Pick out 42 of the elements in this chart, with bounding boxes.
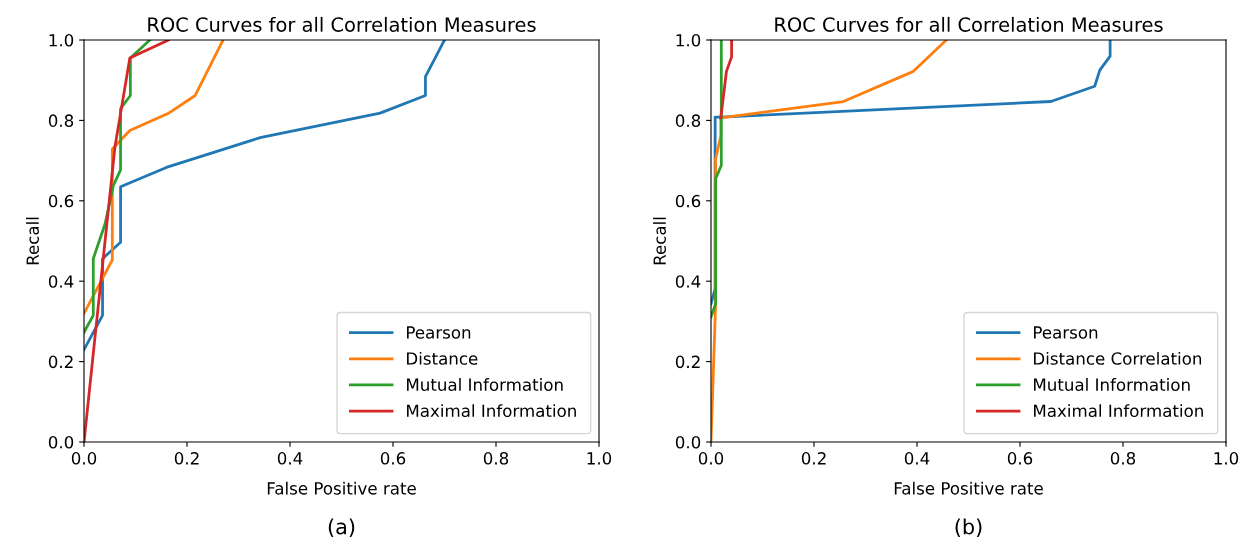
legend-label: Maximal Information: [1034, 404, 1203, 418]
legend-label: Pearson: [407, 326, 471, 339]
x-tick-label: 0.4: [277, 452, 303, 465]
legend-label: Pearson: [1034, 326, 1098, 339]
y-tick-label: 1.0: [49, 33, 74, 47]
y-tick-label: 0.2: [48, 355, 73, 369]
legend-label: Distance Correlation: [1034, 351, 1202, 365]
chart-title: ROC Curves for all Correlation Measures: [148, 16, 536, 32]
line-series: [711, 40, 723, 319]
y-axis-title: Recall: [653, 217, 666, 265]
x-tick-label: 0.8: [483, 452, 509, 465]
x-tick-label: 0.6: [380, 452, 406, 465]
x-axis-title: False Positive rate: [267, 481, 416, 495]
y-tick-label: 0.8: [48, 114, 74, 127]
text: (b): [955, 518, 982, 537]
x-tick-label: 0.0: [71, 452, 97, 465]
y-tick-label: 0.8: [675, 114, 701, 127]
x-tick-label: 0.2: [801, 452, 826, 465]
x-tick-label: 1.0: [1214, 452, 1239, 465]
legend-label: Maximal Information: [407, 404, 576, 418]
text: (a): [328, 518, 355, 537]
y-tick-label: 0.4: [675, 275, 701, 288]
y-tick-label: 0.6: [48, 194, 74, 208]
x-tick-label: 0.0: [698, 452, 724, 465]
y-tick-label: 0.0: [675, 435, 701, 449]
x-tick-label: 0.8: [1110, 452, 1136, 465]
chart-title: ROC Curves for all Correlation Measures: [775, 16, 1163, 32]
x-tick-label: 0.6: [1007, 452, 1033, 465]
x-axis-title: False Positive rate: [894, 481, 1043, 495]
x-tick-label: 1.0: [587, 452, 612, 465]
y-axis-title: Recall: [26, 217, 39, 265]
x-tick-label: 0.2: [174, 452, 199, 465]
y-tick-label: 0.4: [48, 275, 74, 288]
y-tick-label: 1.0: [676, 33, 701, 47]
legend-label: Distance: [407, 351, 478, 365]
y-tick-label: 0.6: [675, 194, 701, 208]
x-tick-label: 0.4: [904, 452, 930, 465]
legend-label: Mutual Information: [1034, 378, 1190, 391]
line-series: [719, 40, 733, 120]
y-tick-label: 0.2: [675, 355, 700, 369]
legend-label: Mutual Information: [407, 378, 563, 391]
y-tick-label: 0.0: [48, 435, 74, 449]
